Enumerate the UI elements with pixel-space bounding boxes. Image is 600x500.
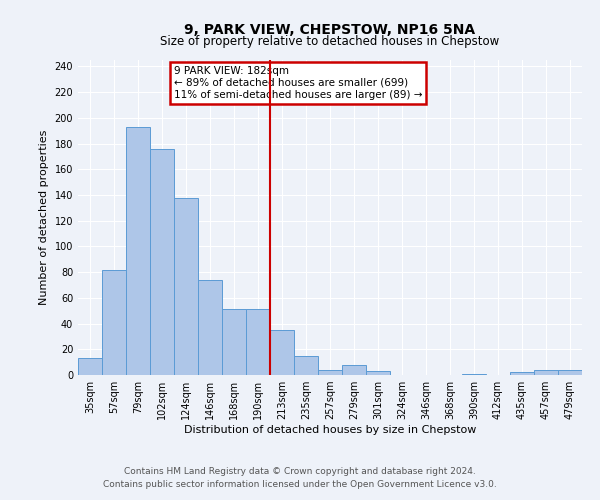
Bar	[174, 198, 198, 375]
Y-axis label: Number of detached properties: Number of detached properties	[39, 130, 49, 305]
Text: Size of property relative to detached houses in Chepstow: Size of property relative to detached ho…	[160, 35, 500, 48]
Bar	[462, 374, 486, 375]
Bar	[126, 127, 150, 375]
Text: Contains HM Land Registry data © Crown copyright and database right 2024.: Contains HM Land Registry data © Crown c…	[124, 467, 476, 476]
Text: Contains public sector information licensed under the Open Government Licence v3: Contains public sector information licen…	[103, 480, 497, 489]
Bar	[294, 356, 318, 375]
Bar	[246, 310, 270, 375]
Bar	[534, 370, 558, 375]
Text: 9 PARK VIEW: 182sqm
← 89% of detached houses are smaller (699)
11% of semi-detac: 9 PARK VIEW: 182sqm ← 89% of detached ho…	[174, 66, 422, 100]
Bar	[198, 280, 222, 375]
Bar	[342, 364, 366, 375]
Bar	[150, 148, 174, 375]
Text: 9, PARK VIEW, CHEPSTOW, NP16 5NA: 9, PARK VIEW, CHEPSTOW, NP16 5NA	[184, 22, 476, 36]
Bar	[558, 370, 582, 375]
Bar	[510, 372, 534, 375]
Bar	[318, 370, 342, 375]
Bar	[222, 310, 246, 375]
Bar	[270, 330, 294, 375]
X-axis label: Distribution of detached houses by size in Chepstow: Distribution of detached houses by size …	[184, 425, 476, 435]
Bar	[102, 270, 126, 375]
Bar	[78, 358, 102, 375]
Bar	[366, 371, 390, 375]
